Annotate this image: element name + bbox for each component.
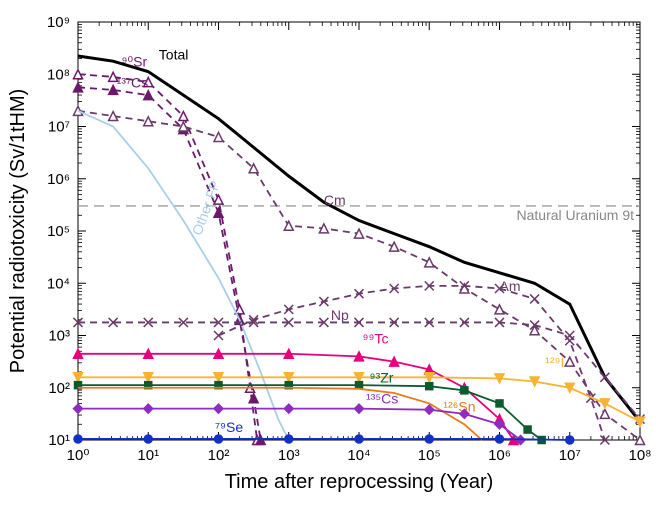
y-tick-label: 10⁹: [47, 14, 70, 31]
series-label-tc99: ⁹⁹Tc: [363, 330, 389, 346]
x-tick-label: 10¹: [137, 447, 159, 464]
series-label-total: Total: [159, 47, 189, 63]
x-tick-label: 10⁵: [418, 447, 441, 464]
natural-uranium-label: Natural Uranium 9t: [517, 207, 635, 223]
series-label-i129: ¹²⁹I: [545, 354, 564, 370]
x-tick-label: 10⁷: [559, 447, 581, 464]
series-label-cs137: ¹³⁷Cs: [117, 74, 149, 90]
x-tick-label: 10⁸: [628, 447, 651, 464]
series-label-cm: Cm: [324, 192, 346, 208]
y-tick-label: 10¹: [48, 432, 70, 449]
series-label-zr93: ⁹³Zr: [370, 370, 394, 386]
series-tc99: [78, 354, 514, 440]
x-axis-label: Time after reprocessing (Year): [225, 471, 494, 493]
series-label-am: Am: [500, 278, 521, 294]
x-tick-label: 10³: [278, 447, 300, 464]
y-tick-label: 10³: [48, 328, 70, 345]
radiotoxicity-chart: 10⁰10¹10²10³10⁴10⁵10⁶10⁷10⁸10¹10²10³10⁴1…: [0, 0, 656, 512]
series-label-np: Np: [331, 307, 349, 323]
x-tick-label: 10⁰: [67, 447, 90, 464]
series-otherfp: [78, 111, 289, 440]
series-cs135: [78, 409, 521, 440]
series-cm: [78, 111, 640, 440]
x-tick-label: 10²: [208, 447, 230, 464]
y-axis-label: Potential radiotoxicity (Sv/1tHM): [7, 89, 29, 374]
x-tick-label: 10⁴: [347, 447, 370, 464]
series-label-cs135: ¹³⁵Cs: [366, 390, 398, 406]
y-tick-label: 10⁴: [47, 275, 70, 292]
y-tick-label: 10²: [48, 380, 70, 397]
y-tick-label: 10⁸: [47, 66, 70, 83]
series-sn126: [78, 388, 482, 440]
series-label-sr90: ⁹⁰Sr: [122, 53, 148, 69]
y-tick-label: 10⁷: [48, 119, 70, 136]
series-label-se79: ⁷⁹Se: [215, 419, 243, 435]
y-tick-label: 10⁵: [47, 223, 70, 240]
y-tick-label: 10⁶: [47, 171, 70, 188]
x-tick-label: 10⁶: [488, 447, 511, 464]
